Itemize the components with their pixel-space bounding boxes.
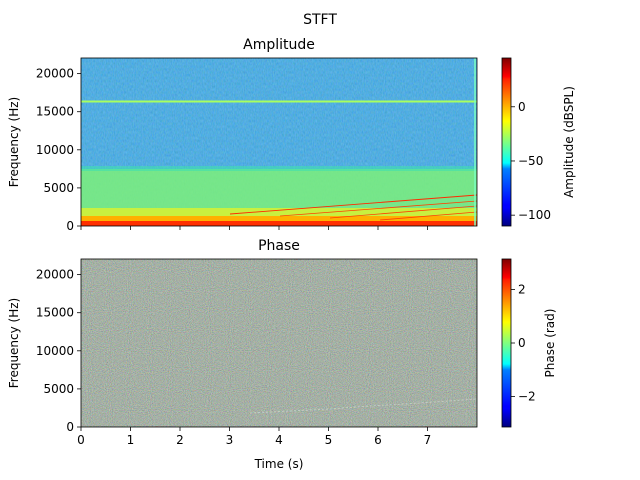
phase-chirp-trace xyxy=(249,398,477,414)
amp-chirp-1 xyxy=(229,194,477,215)
phase-heatmap xyxy=(81,259,477,427)
phase-xlabel: Time (s) xyxy=(254,457,304,471)
phase-colorbar-ticks: 2 0 −2 xyxy=(511,283,536,403)
amplitude-title: Amplitude xyxy=(243,37,315,53)
phase-xtick-label: 0 xyxy=(77,433,85,447)
phase-cbtick-label: 2 xyxy=(518,283,526,297)
amplitude-y-axis: 0 5000 10000 15000 20000 xyxy=(36,67,81,233)
amplitude-cbtick-label: −100 xyxy=(518,208,551,222)
phase-title: Phase xyxy=(258,238,300,254)
amplitude-cbtick-label: 0 xyxy=(518,100,526,114)
amp-chirp-3 xyxy=(329,205,477,219)
phase-xtick-label: 7 xyxy=(424,433,432,447)
phase-xtick-label: 2 xyxy=(176,433,184,447)
amp-mid-band-edge xyxy=(81,166,477,171)
phase-xtick-label: 5 xyxy=(325,433,333,447)
amplitude-colorbar-label: Amplitude (dBSPL) xyxy=(562,86,576,198)
phase-xtick-label: 6 xyxy=(374,433,382,447)
amp-chirp-2 xyxy=(279,200,477,217)
amplitude-ytick-label: 15000 xyxy=(36,105,74,119)
amp-lowest-band xyxy=(81,216,477,222)
phase-ytick-label: 5000 xyxy=(43,382,74,396)
amplitude-ytick-label: 10000 xyxy=(36,143,74,157)
amplitude-x-ticks xyxy=(80,226,428,230)
phase-xtick-label: 3 xyxy=(226,433,234,447)
amplitude-ytick-label: 0 xyxy=(66,219,74,233)
phase-y-axis: 0 5000 10000 15000 20000 xyxy=(36,268,81,434)
amplitude-colorbar-ticks: 0 −50 −100 xyxy=(511,100,551,222)
amplitude-heatmap xyxy=(81,58,477,226)
phase-ytick-label: 0 xyxy=(66,420,74,434)
amplitude-ytick-label: 5000 xyxy=(43,181,74,195)
phase-cbtick-label: 0 xyxy=(518,336,526,350)
phase-x-axis: 0 1 2 3 4 5 6 7 xyxy=(77,427,431,447)
amp-chirp-4 xyxy=(379,211,477,221)
phase-colorbar xyxy=(501,258,512,428)
phase-ylabel: Frequency (Hz) xyxy=(7,298,21,389)
phase-panel: Phase 0 5000 10000 15000 20000 0 1 2 3 4 5 6 7 Freq… xyxy=(7,238,557,471)
amp-dc-band xyxy=(81,221,477,226)
amplitude-ytick-label: 20000 xyxy=(36,67,74,81)
amplitude-panel: Amplitude 0 5000 10000 15000 20000 Frequency… xyxy=(7,37,576,233)
phase-noise-texture xyxy=(81,259,477,427)
phase-xtick-label: 1 xyxy=(127,433,135,447)
amplitude-cbtick-label: −50 xyxy=(518,154,543,168)
phase-xtick-label: 4 xyxy=(275,433,283,447)
phase-colorbar-label: Phase (rad) xyxy=(543,309,557,378)
amplitude-ylabel: Frequency (Hz) xyxy=(7,97,21,188)
phase-ytick-label: 10000 xyxy=(36,344,74,358)
phase-cbtick-label: −2 xyxy=(518,389,536,403)
phase-ytick-label: 20000 xyxy=(36,268,74,282)
amplitude-colorbar xyxy=(501,57,512,227)
phase-ytick-label: 15000 xyxy=(36,306,74,320)
amp-low-band xyxy=(81,208,477,218)
figure-title: STFT xyxy=(303,12,337,28)
